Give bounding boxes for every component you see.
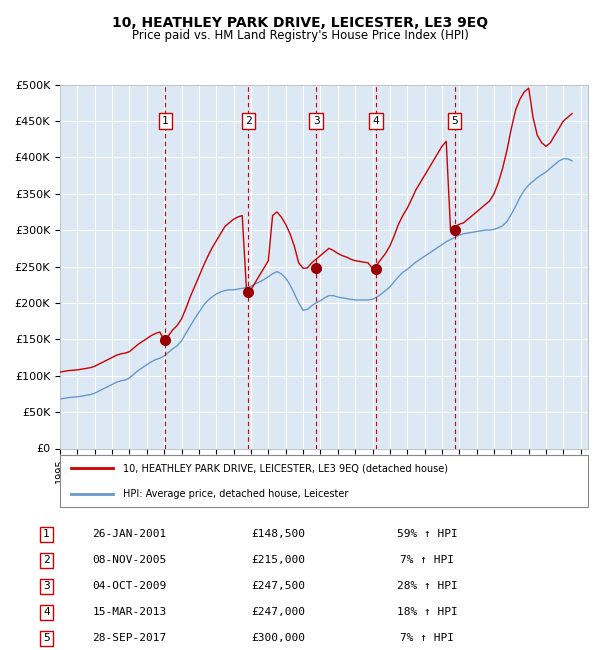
Text: 1: 1 [43, 529, 50, 539]
Text: £215,000: £215,000 [251, 555, 305, 566]
Text: HPI: Average price, detached house, Leicester: HPI: Average price, detached house, Leic… [124, 489, 349, 499]
Text: £247,500: £247,500 [251, 581, 305, 592]
Text: 10, HEATHLEY PARK DRIVE, LEICESTER, LE3 9EQ (detached house): 10, HEATHLEY PARK DRIVE, LEICESTER, LE3 … [124, 463, 448, 473]
Text: 18% ↑ HPI: 18% ↑ HPI [397, 607, 458, 618]
Text: 7% ↑ HPI: 7% ↑ HPI [400, 633, 454, 644]
Text: £247,000: £247,000 [251, 607, 305, 618]
Text: 28-SEP-2017: 28-SEP-2017 [92, 633, 166, 644]
Text: Price paid vs. HM Land Registry's House Price Index (HPI): Price paid vs. HM Land Registry's House … [131, 29, 469, 42]
Text: 3: 3 [43, 581, 50, 592]
Text: 10, HEATHLEY PARK DRIVE, LEICESTER, LE3 9EQ: 10, HEATHLEY PARK DRIVE, LEICESTER, LE3 … [112, 16, 488, 31]
Text: 5: 5 [43, 633, 50, 644]
Text: 2: 2 [245, 116, 252, 126]
Text: 1: 1 [162, 116, 169, 126]
Text: 26-JAN-2001: 26-JAN-2001 [92, 529, 166, 539]
Text: 3: 3 [313, 116, 320, 126]
Text: 4: 4 [43, 607, 50, 618]
Text: 4: 4 [373, 116, 379, 126]
Text: 7% ↑ HPI: 7% ↑ HPI [400, 555, 454, 566]
Text: £148,500: £148,500 [251, 529, 305, 539]
Text: 04-OCT-2009: 04-OCT-2009 [92, 581, 166, 592]
Text: 28% ↑ HPI: 28% ↑ HPI [397, 581, 458, 592]
Text: 5: 5 [451, 116, 458, 126]
Text: 08-NOV-2005: 08-NOV-2005 [92, 555, 166, 566]
Text: 59% ↑ HPI: 59% ↑ HPI [397, 529, 458, 539]
Text: 15-MAR-2013: 15-MAR-2013 [92, 607, 166, 618]
Text: £300,000: £300,000 [251, 633, 305, 644]
Text: 2: 2 [43, 555, 50, 566]
FancyBboxPatch shape [60, 455, 588, 507]
